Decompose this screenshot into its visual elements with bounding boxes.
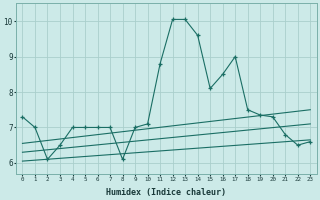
X-axis label: Humidex (Indice chaleur): Humidex (Indice chaleur) (106, 188, 226, 197)
